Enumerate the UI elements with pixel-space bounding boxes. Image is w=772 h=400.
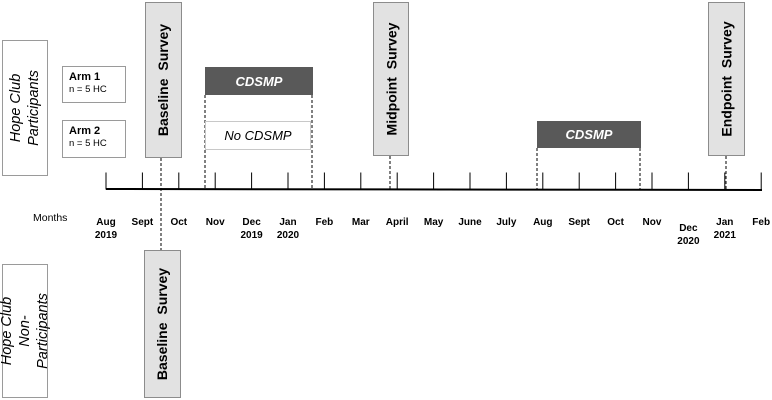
axis-tick-label: Mar [351,217,370,228]
axis-tick-label: Aug [533,217,553,228]
baseline-survey-non-participants-label: Baseline Survey [154,267,171,381]
axis-tick-label: April [385,217,409,228]
cdsmp-first-label: CDSMP [235,73,283,89]
axis-tick-label: Jan 2021 [713,217,736,241]
months-axis-label: Months [33,212,68,224]
baseline-survey-participants: Baseline Survey [145,2,182,158]
no-cdsmp-label: No CDSMP [224,128,292,143]
arm-2-count: n = 5 HC [69,138,107,149]
axis-tick-label: Nov [205,217,225,228]
endpoint-survey-label: Endpoint Survey [718,21,735,137]
axis-tick-label: Nov [642,217,662,228]
axis-tick-label: Jan 2020 [276,217,300,241]
cdsmp-second-bar: CDSMP [537,121,641,148]
arm-2-box: Arm 2 n = 5 HC [62,120,126,158]
axis-tick-label: Feb [752,217,771,228]
axis-tick-label: Sept [568,217,591,228]
arm-1-title: Arm 1 [69,71,101,83]
midpoint-survey: Midpoint Survey [373,2,409,156]
axis-tick-label: July [496,217,517,228]
arm-2-title: Arm 2 [69,125,101,137]
axis-tick-label: May [423,217,444,228]
axis-tick-label: Oct [607,217,624,228]
axis-tick-label: Oct [170,217,188,228]
axis-tick-label: Feb [315,217,334,228]
axis-tick-label: Aug 2019 [94,217,118,241]
midpoint-survey-label: Midpoint Survey [383,22,399,136]
cdsmp-first-bar: CDSMP [205,67,313,95]
endpoint-survey: Endpoint Survey [708,2,745,156]
non-participants-group-box: Hope Club Non-Participants [0,264,51,398]
axis-tick-label: June [458,217,482,228]
axis-tick-label: Dec 2020 [677,223,700,247]
arm-1-count: n = 5 HC [69,84,107,95]
no-cdsmp-box: No CDSMP [205,121,311,150]
baseline-survey-participants-label: Baseline Survey [155,23,172,137]
cdsmp-second-label: CDSMP [565,127,613,142]
arm-1-box: Arm 1 n = 5 HC [62,66,126,103]
axis-tick-label: Dec 2019 [240,217,263,241]
participants-group-box: Hope Club Participants [2,40,48,176]
axis-tick-label: Sept [131,217,154,228]
baseline-survey-non-participants: Baseline Survey [144,250,181,398]
